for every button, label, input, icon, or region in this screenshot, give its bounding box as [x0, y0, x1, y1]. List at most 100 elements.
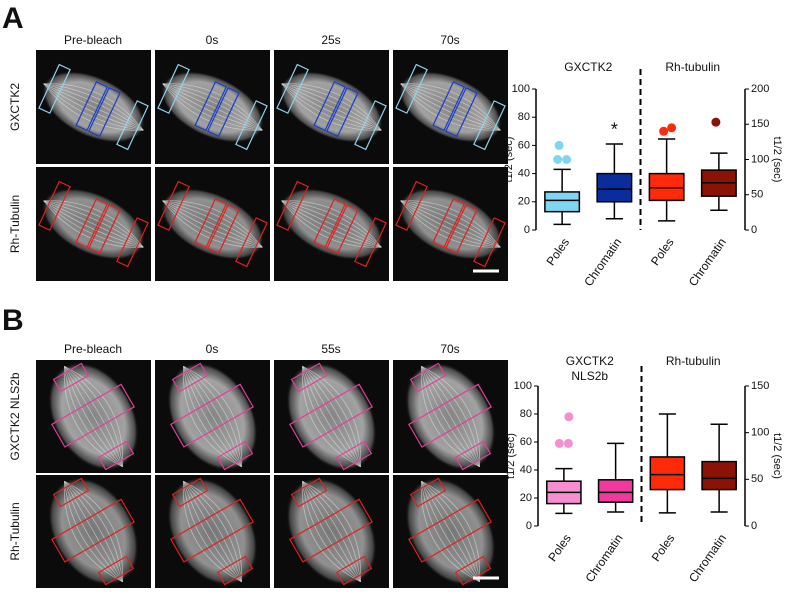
fiber: [421, 481, 480, 583]
x-tick-label: Chromatin: [581, 236, 624, 289]
bleach-roi: [194, 81, 228, 132]
group-label: Rh-tubulin: [666, 354, 721, 368]
fiber: [183, 481, 242, 583]
box: [597, 479, 634, 503]
column-label: 0s: [206, 33, 219, 47]
bleach-roi: [235, 100, 268, 151]
bleach-roi: [289, 498, 373, 563]
bleach-roi: [206, 203, 240, 255]
fiber: [400, 200, 501, 248]
fiber: [162, 83, 263, 131]
micrograph: [155, 475, 270, 588]
bleach-roi: [276, 180, 309, 231]
fiber: [420, 366, 480, 468]
fiber: [302, 480, 362, 582]
fiber: [162, 83, 263, 131]
bleach-roi: [206, 86, 240, 138]
fiber: [400, 83, 501, 131]
fiber: [421, 481, 480, 582]
bleach-roi: [290, 362, 328, 393]
fiber: [162, 200, 263, 248]
fiber: [400, 83, 501, 131]
fiber: [421, 481, 480, 582]
column-label: 70s: [440, 342, 459, 356]
bleach-roi: [38, 63, 71, 114]
x-tick-label: Chromatin: [686, 532, 729, 585]
fiber: [43, 83, 144, 131]
outlier: [554, 140, 564, 150]
fiber: [162, 200, 263, 248]
micrograph: [36, 475, 151, 588]
outlier: [564, 412, 574, 422]
outlier: [667, 123, 677, 133]
bleach-roi: [395, 63, 428, 114]
fiber: [421, 366, 480, 467]
micrograph: [274, 50, 389, 164]
bleach-roi: [454, 440, 492, 471]
fiber: [43, 200, 144, 248]
fiber: [281, 83, 382, 131]
fiber: [183, 365, 242, 467]
bleach-roi: [170, 498, 254, 563]
y2-tick-label: 150: [751, 118, 769, 130]
fiber: [281, 200, 382, 248]
fiber: [302, 366, 361, 468]
micrograph: [274, 360, 389, 473]
bleach-roi: [171, 477, 209, 508]
bleach-roi: [216, 555, 254, 586]
fiber: [162, 200, 263, 248]
fiber: [162, 200, 263, 248]
fiber: [281, 83, 382, 131]
column-label: 55s: [321, 342, 340, 356]
fiber: [43, 83, 144, 131]
bleach-roi: [116, 100, 149, 151]
fiber: [183, 481, 242, 582]
bleach-roi: [408, 498, 492, 563]
fiber: [400, 200, 501, 248]
bleach-roi: [473, 100, 506, 151]
fiber: [302, 366, 361, 467]
fiber: [281, 83, 382, 131]
fiber: [281, 200, 382, 248]
fiber: [400, 200, 501, 248]
y-tick-label: 40: [518, 168, 530, 180]
bleach-roi: [290, 477, 328, 508]
bleach-roi: [52, 362, 90, 393]
fiber: [400, 200, 501, 248]
y2-tick-label: 0: [751, 224, 757, 236]
significance-marker: *: [611, 120, 618, 140]
fiber: [162, 83, 263, 131]
panel-letter: B: [2, 304, 24, 337]
fiber: [183, 481, 242, 582]
box: [596, 172, 633, 203]
fiber: [162, 200, 263, 248]
fiber: [162, 83, 263, 131]
fiber: [183, 365, 243, 467]
fiber: [421, 366, 480, 468]
fiber: [400, 83, 501, 131]
fiber: [162, 83, 263, 131]
fiber: [43, 200, 144, 248]
bleach-roi: [116, 217, 149, 268]
column-label: 70s: [440, 33, 459, 47]
bleach-roi: [395, 180, 428, 231]
micrograph: [274, 475, 389, 588]
fiber: [302, 481, 361, 582]
fiber: [64, 366, 123, 467]
outlier: [553, 155, 563, 164]
fiber: [162, 83, 263, 131]
fiber: [43, 83, 144, 131]
fiber: [400, 83, 501, 131]
bleach-roi: [51, 383, 135, 448]
fiber: [64, 365, 123, 467]
fiber: [421, 480, 481, 582]
fiber: [64, 481, 123, 582]
fiber: [421, 366, 480, 467]
micrograph: [155, 50, 270, 164]
row-label: Rh-Tubulin: [8, 502, 22, 560]
fiber: [400, 200, 501, 248]
fiber: [183, 481, 242, 582]
fiber: [43, 83, 144, 131]
bleach-roi: [473, 217, 506, 268]
